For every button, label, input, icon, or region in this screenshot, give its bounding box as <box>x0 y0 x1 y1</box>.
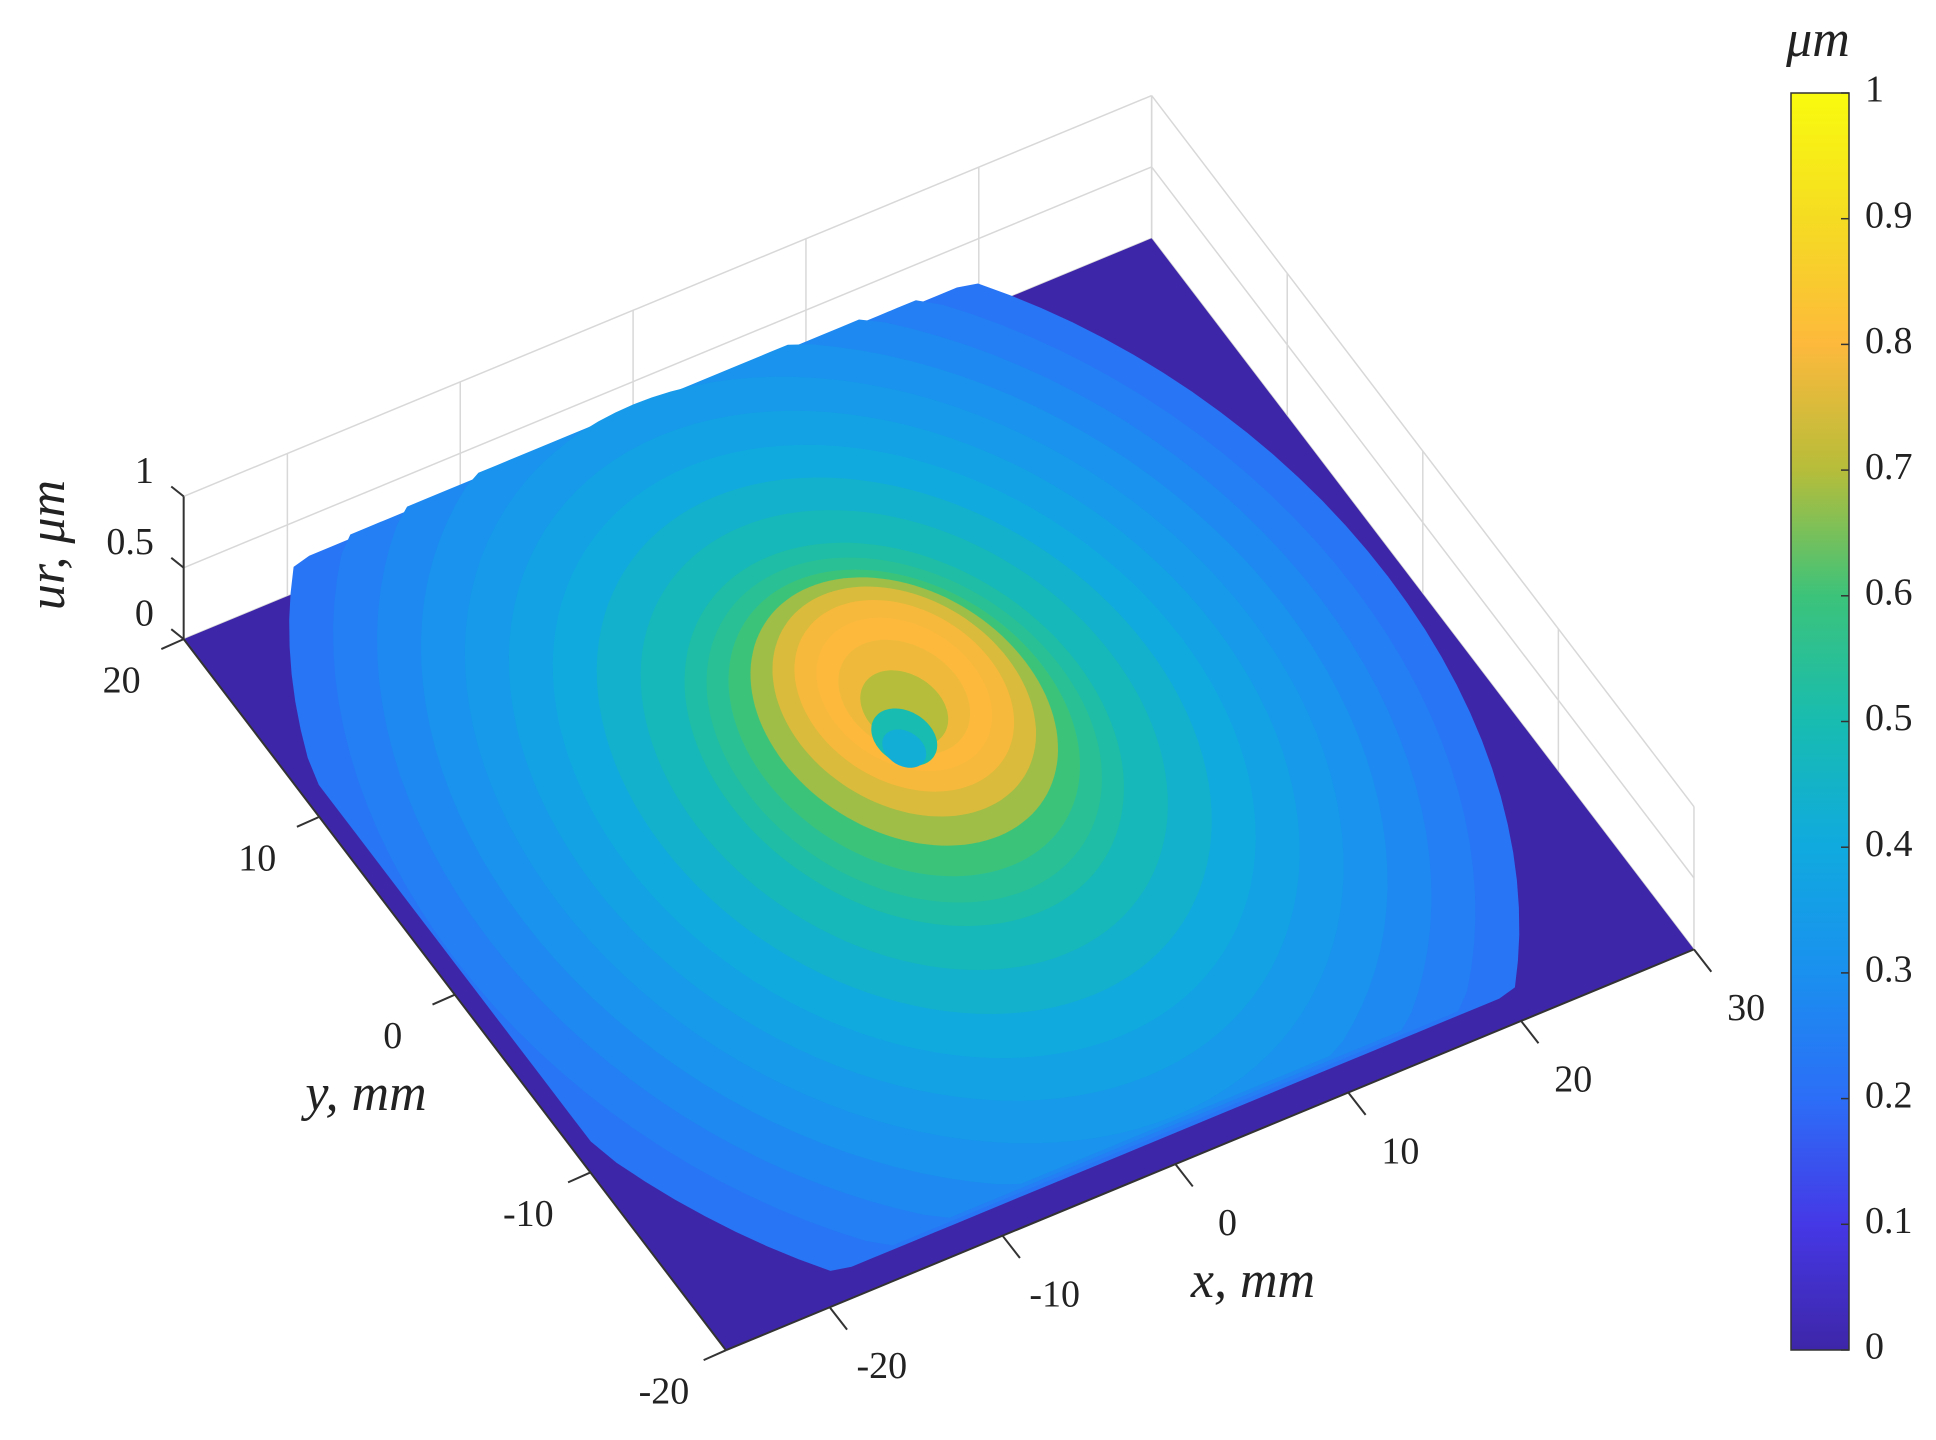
z-tick <box>170 557 185 569</box>
colorbar <box>1790 92 1850 1351</box>
y-tick-label: -10 <box>503 1193 554 1235</box>
z-tick-label: 1 <box>135 450 154 492</box>
x-tick <box>828 1306 848 1331</box>
z-tick-label: 0.5 <box>106 521 154 563</box>
x-tick-label: -20 <box>856 1345 907 1387</box>
colorbar-tick-label: 1 <box>1865 69 1884 111</box>
y-tick <box>160 638 185 650</box>
x-axis <box>725 948 1695 1352</box>
x-tick-label: 0 <box>1218 1202 1237 1244</box>
x-tick <box>1174 1163 1194 1188</box>
x-tick <box>1520 1020 1540 1044</box>
z-axis-label: ur, μm <box>19 480 76 610</box>
y-tick <box>567 1171 591 1184</box>
colorbar-tick-label: 0.1 <box>1865 1200 1913 1242</box>
x-tick <box>1693 948 1713 973</box>
x-tick-label: 20 <box>1554 1059 1592 1101</box>
surface-ring <box>882 729 927 768</box>
y-tick-label: 10 <box>238 837 276 879</box>
x-tick <box>1347 1091 1367 1116</box>
colorbar-tick-label: 0.9 <box>1865 194 1913 236</box>
colorbar-tick-label: 0 <box>1865 1326 1884 1368</box>
colorbar-tick-label: 0.8 <box>1865 320 1913 362</box>
grid-line <box>1151 237 1695 950</box>
grid-line <box>1151 95 1695 808</box>
z-tick-label: 0 <box>135 592 154 634</box>
colorbar-tick-label: 0.4 <box>1865 823 1913 865</box>
x-tick-label: -10 <box>1029 1273 1080 1315</box>
grid-line <box>183 94 1152 498</box>
y-axis-label: y, mm <box>300 1065 426 1122</box>
x-tick-label: 10 <box>1381 1130 1419 1172</box>
grid-line <box>1151 166 1695 879</box>
y-tick <box>296 815 320 828</box>
y-tick-label: -20 <box>639 1371 690 1413</box>
colorbar-tick-label: 0.2 <box>1865 1074 1913 1116</box>
colorbar-tick-label: 0.7 <box>1865 446 1913 488</box>
y-tick-label: 0 <box>383 1015 402 1057</box>
colorbar-label: μm <box>1785 11 1850 68</box>
grid-line <box>183 166 1152 569</box>
z-tick <box>170 628 185 640</box>
colorbar-tick-label: 0.5 <box>1865 697 1913 739</box>
colorbar-tick-label: 0.6 <box>1865 572 1913 614</box>
x-axis-label: x, mm <box>1190 1252 1315 1309</box>
x-tick <box>1001 1235 1021 1259</box>
x-tick-label: 30 <box>1727 987 1765 1029</box>
y-tick <box>432 993 456 1006</box>
z-tick <box>170 485 185 498</box>
y-tick-label: 20 <box>103 660 141 702</box>
colorbar-tick-label: 0.3 <box>1865 949 1913 991</box>
y-tick <box>703 1349 727 1362</box>
